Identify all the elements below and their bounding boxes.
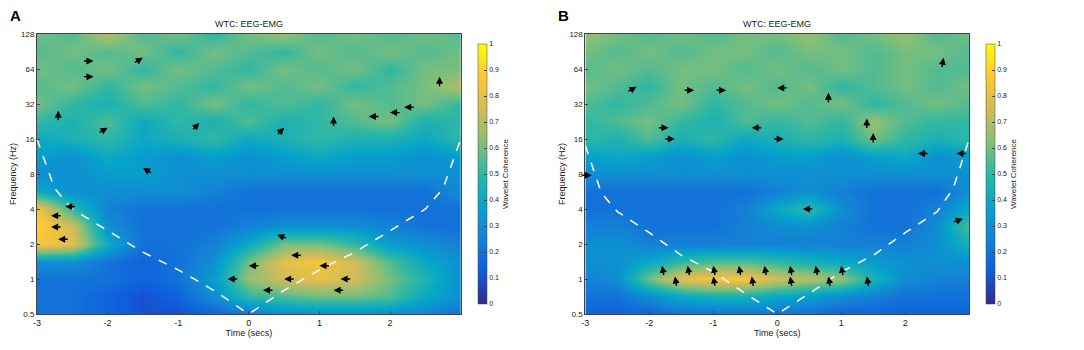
svg-text:0: 0 [489,300,493,307]
svg-text:0.8: 0.8 [997,92,1007,99]
svg-text:4: 4 [578,205,583,214]
svg-text:0.8: 0.8 [489,92,499,99]
svg-text:-3: -3 [33,318,41,328]
svg-text:Wavelet Coherence: Wavelet Coherence [501,138,510,209]
svg-text:0.5: 0.5 [23,310,35,319]
svg-text:0.7: 0.7 [997,118,1007,125]
svg-text:0.1: 0.1 [997,274,1007,281]
svg-text:-1: -1 [709,318,717,328]
svg-text:B: B [558,7,569,24]
svg-text:128: 128 [569,30,583,39]
svg-text:2: 2 [578,240,583,249]
svg-text:8: 8 [30,170,35,179]
svg-text:0.6: 0.6 [489,144,499,151]
svg-text:0.4: 0.4 [997,196,1007,203]
svg-text:16: 16 [25,135,34,144]
svg-text:64: 64 [574,65,583,74]
svg-text:Time (secs): Time (secs) [226,328,273,338]
svg-text:2: 2 [903,318,908,328]
svg-text:32: 32 [574,100,583,109]
svg-text:0.5: 0.5 [997,170,1007,177]
svg-text:0.2: 0.2 [997,248,1007,255]
svg-text:16: 16 [574,135,583,144]
svg-text:0: 0 [246,318,251,328]
svg-text:1: 1 [839,318,844,328]
svg-text:32: 32 [25,100,34,109]
svg-text:0.9: 0.9 [489,66,499,73]
svg-text:0: 0 [775,318,780,328]
svg-text:0.5: 0.5 [572,310,584,319]
svg-text:1: 1 [997,40,1001,47]
svg-text:0.5: 0.5 [489,170,499,177]
svg-text:128: 128 [21,30,35,39]
svg-text:0.1: 0.1 [489,274,499,281]
svg-text:8: 8 [578,170,583,179]
svg-text:Frequency (Hz): Frequency (Hz) [557,143,567,205]
svg-text:4: 4 [30,205,35,214]
svg-text:0.9: 0.9 [997,66,1007,73]
svg-text:-3: -3 [581,318,589,328]
svg-text:0.3: 0.3 [489,222,499,229]
svg-text:A: A [10,7,21,24]
svg-text:-1: -1 [174,318,182,328]
svg-text:2: 2 [388,318,393,328]
svg-text:Time (secs): Time (secs) [754,328,801,338]
svg-text:-2: -2 [645,318,653,328]
svg-text:0.4: 0.4 [489,196,499,203]
svg-text:0.7: 0.7 [489,118,499,125]
svg-text:64: 64 [25,65,34,74]
svg-text:-2: -2 [104,318,112,328]
svg-text:1: 1 [578,275,583,284]
svg-text:1: 1 [317,318,322,328]
svg-text:1: 1 [489,40,493,47]
svg-text:Frequency (Hz): Frequency (Hz) [8,143,18,205]
svg-text:0.3: 0.3 [997,222,1007,229]
svg-text:0: 0 [997,300,1001,307]
svg-text:Wavelet Coherence: Wavelet Coherence [1009,138,1018,209]
svg-text:0.6: 0.6 [997,144,1007,151]
svg-text:WTC: EEG-EMG: WTC: EEG-EMG [743,19,811,29]
svg-text:0.2: 0.2 [489,248,499,255]
svg-text:2: 2 [30,240,35,249]
svg-text:1: 1 [30,275,35,284]
svg-text:WTC: EEG-EMG: WTC: EEG-EMG [215,19,283,29]
